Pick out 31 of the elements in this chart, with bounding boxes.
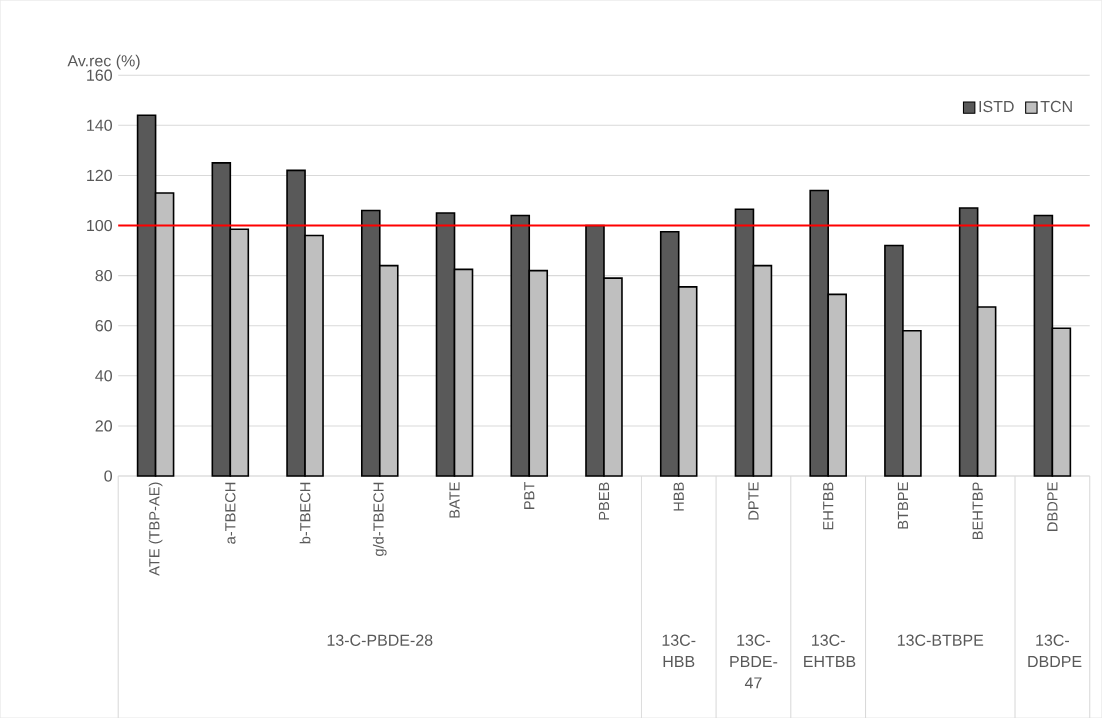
y-tick-label: 20 (95, 420, 112, 432)
text: 13C-EHTBB (804, 634, 856, 667)
x-tick-label: PBEB (598, 482, 610, 520)
x-tick-label: BEHTBP (972, 482, 983, 539)
y-tick-label: 140 (87, 119, 112, 131)
y-tick-label: 160 (87, 69, 112, 81)
y-axis-title: Av.rec (%) (67, 54, 140, 70)
y-tick-label: 0 (104, 470, 112, 482)
text: 13C-DBDPE (1028, 634, 1082, 667)
x-tick-label: DPTE (748, 482, 759, 520)
x-tick-label: ATE (TBP-AE) (148, 482, 163, 576)
x-tick-label: EHTBB (823, 482, 834, 530)
x-tick-label: g/d-TBECH (372, 482, 387, 556)
x-tick-label: HBB (673, 482, 684, 511)
x-tick-label: DBDPE (1047, 482, 1058, 531)
y-tick-label: 60 (95, 319, 112, 332)
x-tick-label: a-TBECH (225, 482, 236, 544)
x-tick-label: BTBPE (897, 482, 908, 529)
x-tick-label: BATE (449, 482, 460, 518)
y-tick-label: 40 (95, 370, 112, 382)
y-tick-label: 80 (95, 269, 112, 282)
text: 13-C-PBDE-28 (327, 634, 433, 646)
y-tick-label: 120 (87, 169, 112, 181)
legend-label: TCN (1040, 100, 1072, 113)
x-tick-label: b-TBECH (299, 482, 311, 544)
y-tick-label: 100 (87, 219, 112, 232)
text: 13C-HBB (662, 634, 696, 667)
x-tick-label: PBT (524, 481, 535, 509)
text: 13C-PBDE-47 (730, 634, 778, 689)
legend-label: ISTD (979, 100, 1014, 113)
text: 13C-BTBPE (897, 634, 984, 646)
